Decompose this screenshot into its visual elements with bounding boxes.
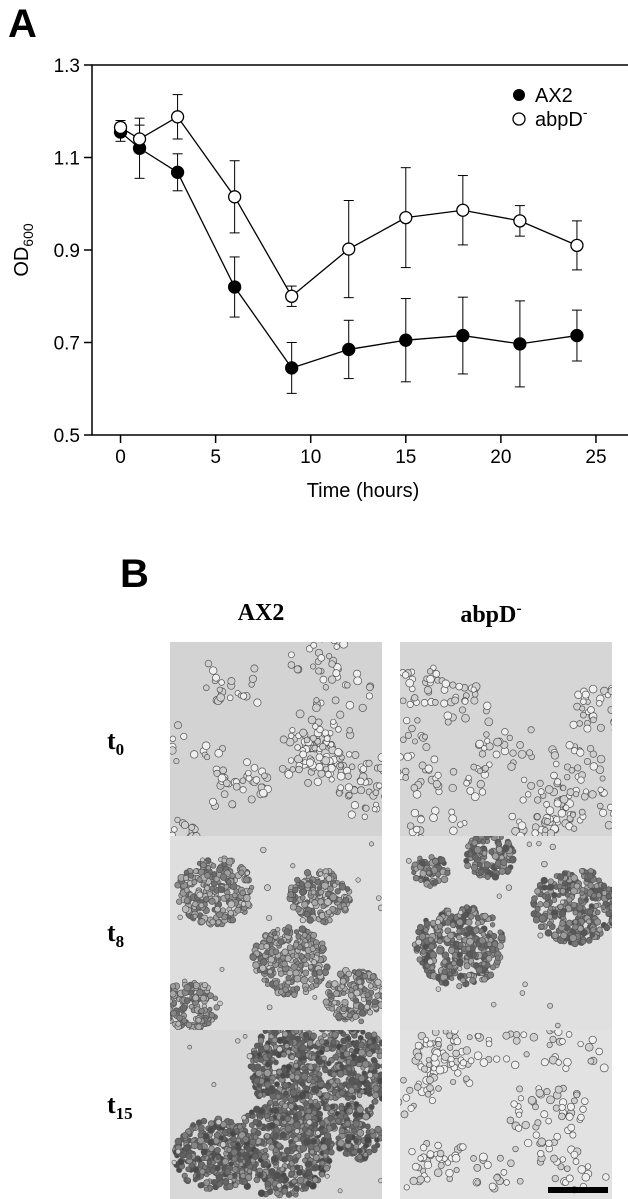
point-ax2 xyxy=(570,328,584,343)
y-axis-label-main: OD xyxy=(11,247,33,277)
axis-ticks: 0 5 10 15 20 25 0.5 0.7 0.9 1.1 1.3 xyxy=(54,56,607,468)
column-header-abpd-sup: - xyxy=(516,600,522,617)
column-header-ax2: AX2 xyxy=(170,600,352,627)
row-label-t15: t15 xyxy=(107,1090,133,1124)
point-ax2 xyxy=(170,165,185,179)
od600-line-chart: 0 5 10 15 20 25 0.5 0.7 0.9 1.1 1.3 Time (hours) O… xyxy=(11,56,628,502)
point-abpd xyxy=(227,190,242,204)
micrograph-abpd-t15 xyxy=(400,1030,612,1199)
legend-label-abpd: abpD- xyxy=(535,104,588,131)
legend-marker-ax2 xyxy=(513,89,525,101)
y-tick-label: 0.5 xyxy=(54,426,80,447)
y-tick-label: 0.7 xyxy=(54,334,80,355)
point-abpd xyxy=(342,242,356,256)
row-label-t8-base: t xyxy=(107,918,116,947)
x-tick-label: 10 xyxy=(300,447,321,468)
point-ax2 xyxy=(227,280,242,294)
x-tick-label: 15 xyxy=(395,447,416,468)
row-label-t0: t0 xyxy=(107,726,124,760)
legend-marker-abpd xyxy=(512,112,526,126)
point-abpd xyxy=(170,110,185,124)
row-label-t0-base: t xyxy=(107,726,116,755)
point-abpd xyxy=(113,120,128,135)
legend-label-abpd-main: abpD xyxy=(535,109,583,131)
column-header-abpd: abpD- xyxy=(400,600,582,629)
legend-label-ax2: AX2 xyxy=(535,85,573,107)
point-abpd xyxy=(570,238,584,253)
point-ax2 xyxy=(513,337,527,351)
row-label-t8-sub: 8 xyxy=(115,932,125,952)
column-header-abpd-text: abpD xyxy=(460,602,517,628)
micrograph-abpd-t8 xyxy=(400,836,612,1032)
x-tick-label: 5 xyxy=(210,447,221,468)
y-tick-label: 1.1 xyxy=(54,149,80,170)
x-tick-label: 20 xyxy=(490,447,511,468)
point-ax2 xyxy=(456,328,470,343)
panel-a-letter: A xyxy=(8,2,37,46)
y-axis-label: OD600 xyxy=(11,223,36,277)
row-label-t0-sub: 0 xyxy=(115,740,125,760)
point-ax2 xyxy=(399,333,413,347)
series-line-ax2 xyxy=(120,131,578,369)
y-axis-label-subscript: 600 xyxy=(20,223,36,247)
micrograph-ax2-t8 xyxy=(170,836,382,1032)
scale-bar xyxy=(548,1187,608,1193)
point-abpd xyxy=(285,289,299,303)
row-label-t15-sub: 15 xyxy=(115,1104,133,1124)
x-axis-label: Time (hours) xyxy=(307,480,420,502)
x-tick-label: 0 xyxy=(115,447,126,468)
x-tick-label: 25 xyxy=(585,447,606,468)
panel-b-letter: B xyxy=(120,552,149,596)
legend-label-abpd-sup: - xyxy=(583,104,588,120)
point-abpd xyxy=(132,132,147,146)
point-abpd xyxy=(513,214,527,228)
series-line-abpd xyxy=(120,115,578,298)
row-label-t15-base: t xyxy=(107,1090,116,1119)
micrograph-abpd-t0 xyxy=(400,642,612,838)
series-layer xyxy=(113,94,584,394)
micrograph-ax2-t0 xyxy=(170,642,382,838)
y-tick-label: 1.3 xyxy=(54,56,80,77)
y-tick-label: 0.9 xyxy=(54,241,80,262)
point-abpd xyxy=(399,210,413,225)
row-label-t8: t8 xyxy=(107,918,124,952)
point-ax2 xyxy=(342,342,356,357)
column-header-ax2-text: AX2 xyxy=(237,600,285,626)
svg-text:OD600: OD600 xyxy=(11,223,36,277)
point-ax2 xyxy=(285,361,299,375)
point-abpd xyxy=(456,203,470,217)
legend: AX2 abpD- xyxy=(512,85,588,131)
micrograph-ax2-t15 xyxy=(170,1030,382,1199)
